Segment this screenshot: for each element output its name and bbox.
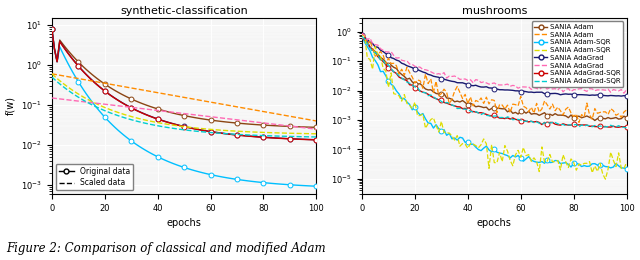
Text: Figure 2: Comparison of classical and modified Adam: Figure 2: Comparison of classical and mo… <box>6 242 326 255</box>
Legend: Original data, Scaled data: Original data, Scaled data <box>56 164 133 190</box>
Title: synthetic-classification: synthetic-classification <box>120 5 248 16</box>
Y-axis label: f(w): f(w) <box>6 96 15 115</box>
Title: mushrooms: mushrooms <box>461 5 527 16</box>
X-axis label: epochs: epochs <box>166 218 202 229</box>
X-axis label: epochs: epochs <box>477 218 512 229</box>
Legend: SANIA Adam, SANIA Adam, SANIA Adam-SQR, SANIA Adam-SQR, SANIA AdaGrad, SANIA Ada: SANIA Adam, SANIA Adam, SANIA Adam-SQR, … <box>532 21 623 87</box>
